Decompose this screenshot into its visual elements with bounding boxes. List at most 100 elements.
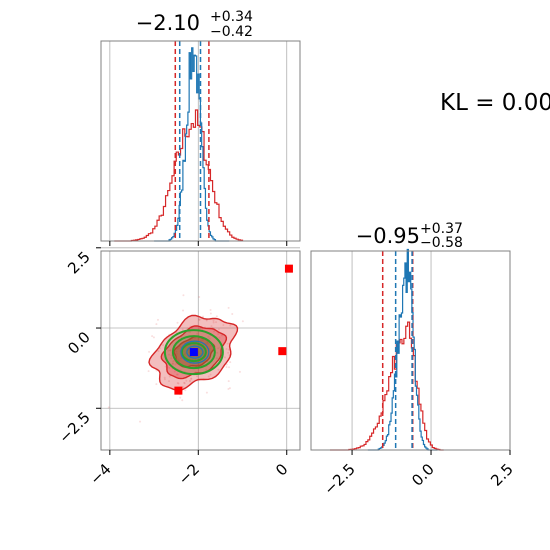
- joint-point-164: [147, 370, 150, 373]
- joint-point-167: [183, 382, 186, 385]
- param1-xtick-label-0: −2.5: [320, 460, 358, 498]
- joint-point-74: [209, 312, 212, 315]
- joint-point-225: [201, 327, 204, 330]
- param1-quantile-lines: [381, 251, 414, 450]
- param0-title-plus: +0.34: [210, 9, 253, 25]
- joint-point-244: [155, 323, 158, 326]
- joint-point-36: [168, 375, 171, 378]
- joint-markers: [174, 264, 293, 395]
- joint-point-216: [229, 324, 232, 327]
- joint-point-137: [217, 368, 220, 371]
- joint-point-92: [175, 352, 178, 355]
- joint-point-3: [198, 353, 201, 356]
- joint-point-4: [215, 315, 218, 318]
- param0-quantile-lines: [174, 41, 210, 241]
- joint-point-65: [197, 351, 200, 354]
- joint-point-44: [172, 362, 175, 365]
- param1-hist-panel: −2.5 0.0 2.5 −0.95 +0.37 −0.58: [310, 221, 517, 499]
- joint-point-193: [163, 376, 166, 379]
- joint-point-194: [173, 370, 176, 373]
- param0-title-minus: −0.42: [210, 24, 253, 40]
- joint-point-49: [241, 320, 244, 323]
- joint-point-40: [217, 328, 220, 331]
- joint-point-196: [168, 353, 171, 356]
- param0-ticks: [109, 241, 288, 246]
- joint-point-68: [238, 370, 241, 373]
- joint-point-235: [197, 363, 200, 366]
- joint-point-177: [190, 377, 193, 380]
- joint-point-59: [178, 359, 181, 362]
- joint-red-marker-1: [278, 347, 287, 356]
- joint-ytick-label-0: 2.5: [64, 248, 94, 278]
- kl-label: KL = 0.00: [440, 90, 550, 116]
- joint-red-marker-2: [174, 386, 183, 395]
- joint-x-ticks: −4 −2 0: [86, 450, 292, 488]
- joint-point-118: [148, 350, 151, 353]
- joint-point-16: [171, 362, 174, 365]
- joint-point-183: [139, 420, 142, 423]
- joint-point-30: [225, 363, 228, 366]
- joint-point-189: [228, 387, 231, 390]
- joint-point-258: [225, 366, 228, 369]
- joint-xtick-label-0: −4: [86, 460, 114, 488]
- joint-point-213: [198, 327, 201, 330]
- joint-point-214: [184, 389, 187, 392]
- joint-point-162: [181, 328, 184, 331]
- joint-point-56: [155, 383, 158, 386]
- joint-point-227: [226, 342, 229, 345]
- param1-xtick-label-1: 0.0: [408, 460, 438, 490]
- joint-point-233: [107, 406, 110, 409]
- joint-point-101: [215, 357, 218, 360]
- joint-point-197: [205, 391, 208, 394]
- joint-red-marker-0: [284, 264, 293, 273]
- joint-point-95: [168, 366, 171, 369]
- joint-point-153: [225, 347, 228, 350]
- joint-point-32: [182, 294, 185, 297]
- joint-point-132: [162, 344, 165, 347]
- joint-point-39: [167, 349, 170, 352]
- joint-point-208: [172, 360, 175, 363]
- joint-xtick-label-1: −2: [175, 460, 203, 488]
- joint-point-239: [151, 335, 154, 338]
- joint-point-13: [205, 368, 208, 371]
- joint-point-84: [197, 337, 200, 340]
- param0-hist-grid: [109, 41, 288, 241]
- param1-title-value: −0.95: [356, 224, 420, 248]
- joint-point-127: [187, 351, 190, 354]
- joint-point-182: [195, 375, 198, 378]
- joint-point-100: [163, 378, 166, 381]
- joint-point-171: [227, 351, 230, 354]
- joint-point-191: [209, 345, 212, 348]
- joint-point-104: [208, 337, 211, 340]
- joint-point-103: [175, 350, 178, 353]
- joint-point-7: [180, 357, 183, 360]
- joint-point-138: [207, 335, 210, 338]
- joint-point-255: [164, 365, 167, 368]
- joint-point-34: [194, 337, 197, 340]
- joint-point-25: [176, 382, 179, 385]
- joint-point-146: [227, 387, 230, 390]
- joint-point-169: [202, 339, 205, 342]
- joint-point-102: [204, 342, 207, 345]
- joint-point-126: [196, 332, 199, 335]
- joint-point-155: [170, 354, 173, 357]
- joint-point-110: [212, 321, 215, 324]
- joint-point-128: [219, 346, 222, 349]
- joint-point-170: [182, 309, 185, 312]
- joint-point-14: [206, 340, 209, 343]
- joint-point-176: [227, 348, 230, 351]
- param0-hist-panel: −2.10 +0.34 −0.42: [100, 9, 301, 246]
- param0-histograms: [114, 47, 244, 242]
- joint-point-256: [183, 381, 186, 384]
- joint-point-17: [207, 375, 210, 378]
- joint-point-159: [206, 342, 209, 345]
- joint-point-124: [174, 363, 177, 366]
- joint-frame: [100, 250, 301, 451]
- joint-point-99: [229, 361, 232, 364]
- joint-point-204: [167, 380, 170, 383]
- param1-x-ticks: −2.5 0.0 2.5: [320, 450, 517, 499]
- param1-title-minus: −0.58: [420, 235, 463, 251]
- joint-point-252: [181, 399, 184, 402]
- joint-point-172: [177, 347, 180, 350]
